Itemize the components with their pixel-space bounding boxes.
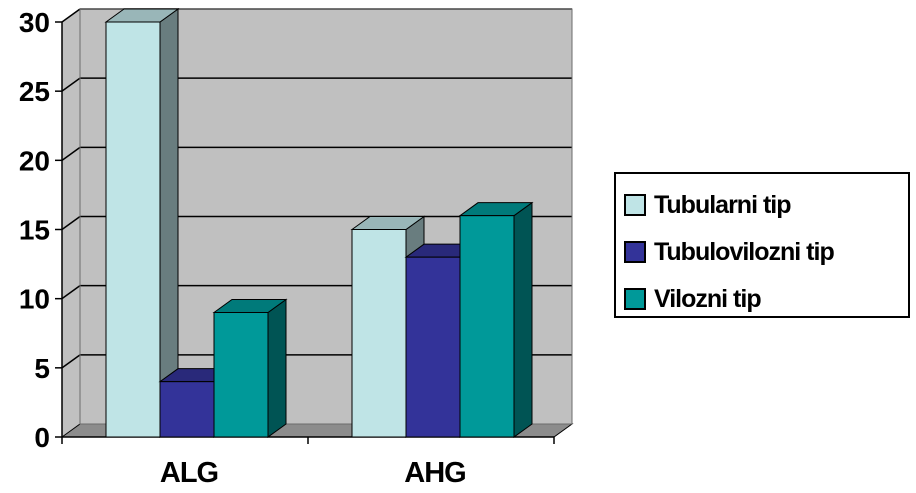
legend-swatch-tubulovilozni [624,241,646,263]
legend-label-vilozni: Vilozni tip [654,284,762,313]
gridline-side [61,146,81,161]
x-tick-label: ALG [160,457,218,488]
bar-side [513,201,533,438]
bar [159,381,215,438]
bar [105,21,161,438]
legend-item-tubularni: Tubularni tip [624,188,792,222]
gridline-side [61,215,81,231]
bar [351,229,407,438]
bar-side [267,298,287,438]
legend-item-tubulovilozni: Tubulovilozni tip [624,235,835,269]
legend-item-vilozni: Vilozni tip [624,282,762,316]
bar [213,312,269,438]
bar [405,256,461,438]
gridline-side [61,77,81,92]
legend-swatch-vilozni [624,288,646,310]
legend-label-tubulovilozni: Tubulovilozni tip [654,237,835,266]
y-tick-label: 30 [19,7,50,38]
plot-wall-border [79,8,573,425]
gridline-side [61,354,81,369]
bar [459,215,515,438]
y-tick-label: 25 [19,76,50,107]
legend-swatch-tubularni [624,194,646,216]
y-tick-label: 15 [19,215,50,246]
y-tick-label: 0 [34,422,50,453]
y-tick-label: 5 [34,353,50,384]
y-tick-label: 20 [19,145,50,176]
x-tick-label: AHG [404,457,465,488]
gridline-side [61,8,81,23]
gridline-side [61,285,81,300]
y-tick-label: 10 [19,284,50,315]
legend-label-tubularni: Tubularni tip [654,190,792,219]
legend: Tubularni tip Tubulovilozni tip Vilozni … [614,172,910,318]
